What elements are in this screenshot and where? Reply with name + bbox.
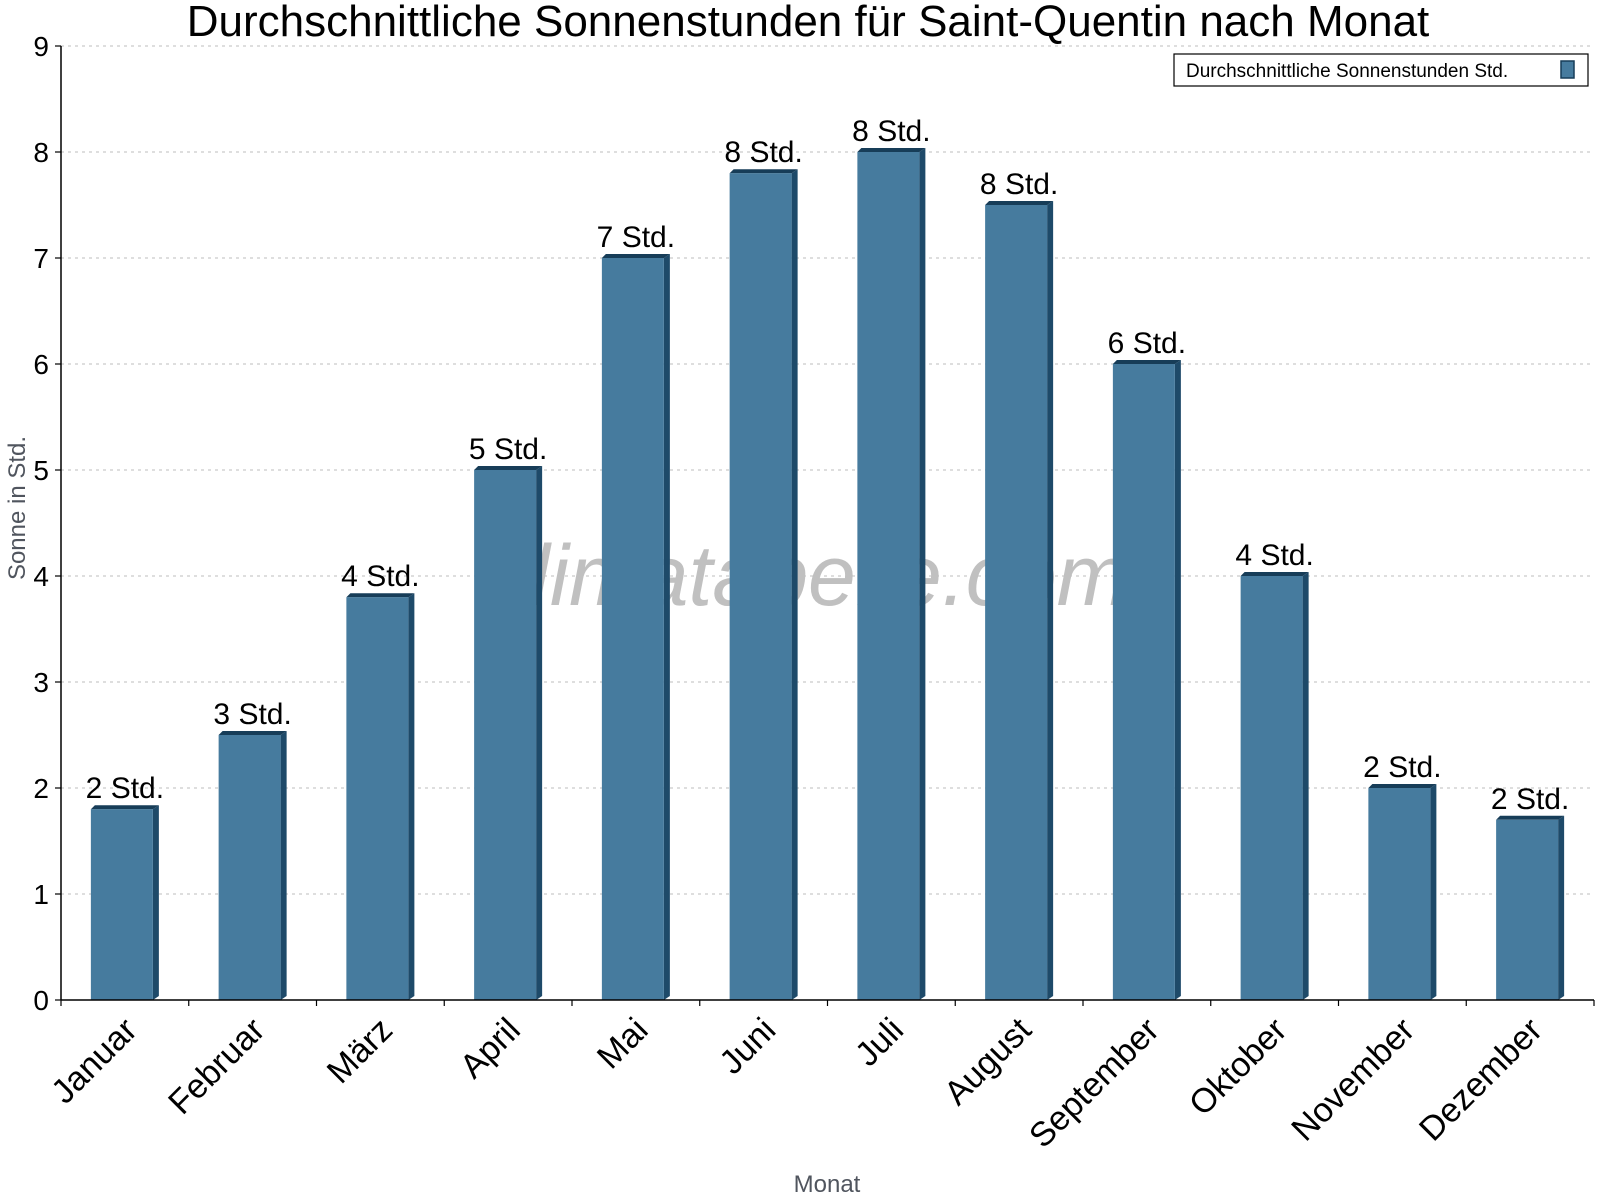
chart-title: Durchschnittliche Sonnenstunden für Sain…	[187, 0, 1430, 46]
bar-front	[601, 258, 664, 1000]
x-tick-label: Februar	[161, 1011, 272, 1122]
bar-front	[1368, 788, 1431, 1000]
x-axis-label: Monat	[794, 1171, 861, 1198]
bar	[985, 201, 1054, 1000]
y-tick-label: 2	[33, 773, 49, 804]
bar-front	[90, 809, 153, 1000]
bar-top	[601, 254, 670, 258]
bar-top	[729, 169, 798, 174]
y-axis-label: Sonne in Std.	[4, 436, 31, 580]
x-tick-label: März	[320, 1011, 400, 1091]
bar-top	[346, 593, 415, 598]
bar-value-label: 7 Std.	[597, 221, 675, 254]
bar-value-label: 5 Std.	[469, 433, 547, 466]
x-tick-label: Mai	[590, 1011, 656, 1077]
y-tick-label: 3	[33, 667, 49, 698]
legend-box	[1173, 53, 1589, 87]
y-tick-label: 4	[33, 561, 49, 592]
bar-front	[1240, 576, 1303, 1000]
bar	[857, 148, 926, 1000]
bar	[1240, 572, 1309, 1000]
legend-swatch	[1560, 60, 1575, 79]
bar-top	[857, 148, 926, 152]
bar-front	[729, 173, 792, 1000]
bar	[90, 805, 159, 1000]
bar-front	[1112, 364, 1175, 1000]
bar-value-label: 2 Std.	[1363, 751, 1441, 784]
x-tick-label: Juni	[712, 1011, 783, 1082]
x-tick-label: Juli	[848, 1011, 911, 1074]
bar-top	[1496, 815, 1565, 820]
bar-side	[408, 593, 415, 1000]
legend: Durchschnittliche Sonnenstunden Std.	[1173, 53, 1589, 87]
bar-value-label: 8 Std.	[980, 168, 1058, 201]
bar-side	[1174, 360, 1181, 1000]
bar	[601, 254, 670, 1000]
x-tick-label: September	[1022, 1011, 1166, 1155]
bar-side	[791, 169, 798, 1000]
bar-value-label: 8 Std.	[852, 115, 930, 148]
bar-value-label: 4 Std.	[1235, 539, 1313, 572]
bar-value-label: 4 Std.	[341, 560, 419, 593]
bar-front	[985, 205, 1048, 1000]
legend-label: Durchschnittliche Sonnenstunden Std.	[1186, 61, 1508, 82]
bar-top	[1112, 360, 1181, 364]
bar-side	[280, 731, 287, 1000]
x-tick-label: August	[937, 1010, 1039, 1112]
bar	[729, 169, 798, 1000]
bar	[1112, 360, 1181, 1000]
bar-side	[1430, 784, 1437, 1000]
y-tick-label: 0	[33, 985, 49, 1016]
bar-front	[218, 735, 281, 1000]
bar-value-label: 3 Std.	[213, 698, 291, 731]
bar-value-label: 2 Std.	[1491, 783, 1569, 816]
bar	[218, 731, 287, 1000]
bar-front	[474, 470, 537, 1000]
bar-top	[218, 731, 287, 735]
x-tick-label: Oktober	[1182, 1011, 1294, 1123]
x-tick-label: Januar	[44, 1011, 144, 1111]
y-tick-label: 8	[33, 137, 49, 168]
bar-top	[1368, 784, 1437, 788]
bar-side	[1302, 572, 1309, 1000]
y-tick-label: 9	[33, 31, 49, 62]
x-axis-ticks: Januar Februar März April Mai Juni Juli AugustS…	[44, 1000, 1595, 1155]
bar-top	[985, 201, 1054, 205]
bars: 2 Std. 3 Std. 4 Std. 5 Std. 7 Std. 8 Std. 8 St…	[86, 115, 1569, 1000]
x-tick-label: Dezember	[1412, 1011, 1550, 1149]
bar	[346, 593, 415, 1000]
y-tick-label: 1	[33, 879, 49, 910]
y-axis-ticks: 0 1 2 3 4 5 6 7 8 9	[33, 31, 61, 1016]
bar-top	[474, 466, 543, 470]
bar-side	[1558, 815, 1565, 1000]
x-tick-label: November	[1284, 1011, 1422, 1149]
x-tick-label: April	[453, 1011, 528, 1086]
bar-front	[1496, 819, 1559, 1000]
bar-top	[90, 805, 159, 810]
y-tick-label: 7	[33, 243, 49, 274]
bar	[1496, 815, 1565, 1000]
y-tick-label: 5	[33, 455, 49, 486]
bar-value-label: 8 Std.	[724, 136, 802, 169]
bar-side	[919, 148, 926, 1000]
bar-side	[152, 805, 159, 1000]
bar-value-label: 2 Std.	[86, 772, 164, 805]
bar-value-label: 6 Std.	[1108, 327, 1186, 360]
bar-side	[536, 466, 543, 1000]
bar-top	[1240, 572, 1309, 576]
bar-front	[857, 152, 920, 1000]
y-tick-label: 6	[33, 349, 49, 380]
bar-side	[1047, 201, 1054, 1000]
bar-front	[346, 597, 409, 1000]
bar	[474, 466, 543, 1000]
bar	[1368, 784, 1437, 1000]
bar-side	[663, 254, 670, 1000]
axes	[60, 46, 1594, 1001]
